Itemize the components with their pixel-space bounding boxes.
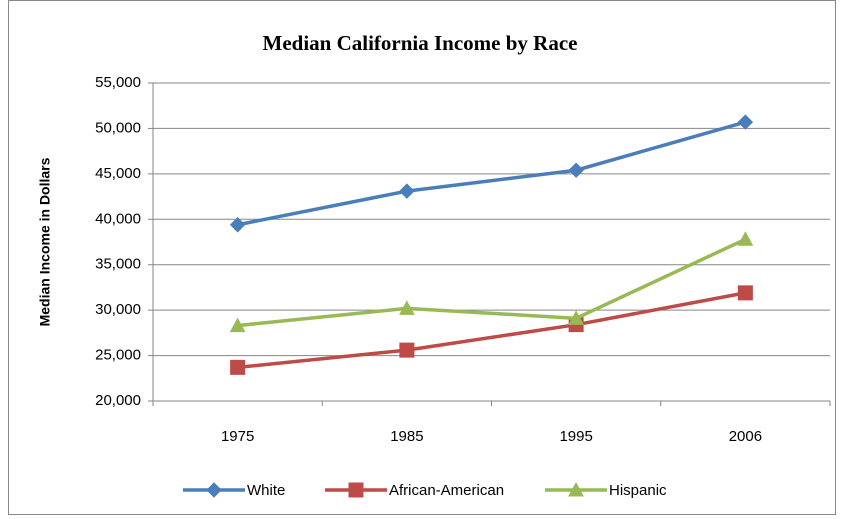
legend-label: Hispanic [609, 482, 667, 499]
legend-marker [568, 481, 584, 497]
chart-title: Median California Income by Race [263, 31, 578, 55]
series-line [237, 120, 746, 227]
y-tick-label: 55,000 [95, 74, 141, 91]
data-point [399, 342, 415, 358]
y-tick-label: 45,000 [95, 165, 141, 182]
series-line [237, 237, 747, 328]
legend-label: White [247, 482, 285, 499]
y-axis-label: Median Income in Dollars [37, 157, 53, 326]
legend-marker [206, 482, 222, 498]
data-point [399, 300, 415, 315]
y-tick-label: 50,000 [95, 119, 141, 136]
x-tick-label: 2006 [729, 428, 762, 445]
x-tick-label: 1985 [390, 428, 423, 445]
legend-label: African-American [389, 482, 504, 499]
y-tick-label: 35,000 [95, 256, 141, 273]
data-point [568, 310, 584, 325]
y-tick-label: 20,000 [95, 392, 141, 409]
data-point [737, 231, 754, 246]
data-point [568, 162, 584, 178]
y-tick-label: 25,000 [95, 347, 141, 364]
x-tick-label: 1975 [221, 428, 254, 445]
y-tick-label: 40,000 [95, 210, 141, 227]
series-line [237, 291, 746, 370]
data-point [230, 359, 246, 375]
legend-marker [348, 482, 364, 498]
x-tick-label: 1995 [559, 428, 592, 445]
y-tick-label: 30,000 [95, 301, 141, 318]
data-point [737, 114, 754, 130]
data-point [737, 285, 753, 301]
data-point [229, 217, 246, 233]
data-point [229, 317, 246, 333]
data-point [399, 183, 415, 199]
chart-border [8, 0, 836, 515]
